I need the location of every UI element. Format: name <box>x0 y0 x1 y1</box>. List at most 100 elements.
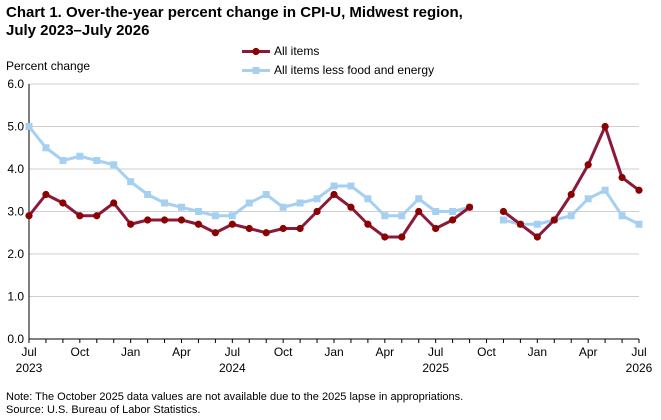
data-point-all-items <box>160 216 169 224</box>
data-point-core <box>533 220 541 228</box>
data-point-all-items <box>110 199 118 207</box>
data-point-all-items <box>550 216 558 224</box>
footnote-note: Note: The October 2025 data values are n… <box>6 391 464 403</box>
data-point-all-items <box>127 220 135 228</box>
data-point-core <box>93 157 101 164</box>
data-point-all-items <box>296 224 304 233</box>
legend-label-all-items: All items <box>274 44 320 58</box>
data-point-all-items <box>584 161 592 169</box>
data-point-core <box>245 199 253 207</box>
data-point-all-items <box>228 220 236 228</box>
data-point-all-items <box>279 224 287 233</box>
legend-swatch-core <box>242 67 270 74</box>
data-point-core <box>76 152 84 160</box>
data-point-all-items <box>194 220 203 228</box>
data-point-core <box>432 208 440 215</box>
data-point-core <box>584 195 592 203</box>
data-point-core <box>194 208 202 215</box>
data-point-core <box>449 208 457 215</box>
data-point-all-items <box>347 203 355 211</box>
data-point-all-items <box>144 216 152 224</box>
x-tick-year-label: 2024 <box>219 361 246 375</box>
x-tick-label: Jul <box>225 345 240 359</box>
x-tick-label: Jul <box>631 345 646 359</box>
data-point-core <box>330 182 338 190</box>
y-tick-label: 6.0 <box>7 77 24 91</box>
data-point-core <box>567 212 575 220</box>
data-point-core <box>415 195 423 203</box>
data-point-all-items <box>364 220 372 228</box>
data-point-all-items <box>533 233 541 241</box>
data-point-core <box>178 203 185 211</box>
x-tick-label: Apr <box>375 345 394 359</box>
x-tick-year-label: 2026 <box>626 361 653 375</box>
legend-label-core: All items less food and energy <box>274 63 435 77</box>
data-point-all-items <box>601 122 609 131</box>
data-point-all-items <box>25 212 33 220</box>
data-point-core <box>161 199 169 207</box>
data-point-core <box>25 123 33 130</box>
y-tick-label: 1.0 <box>7 290 24 304</box>
data-point-all-items <box>432 224 440 233</box>
x-tick-label: Jan <box>528 345 547 359</box>
data-point-core <box>127 178 135 186</box>
data-point-core <box>59 157 67 164</box>
data-point-all-items <box>177 216 186 224</box>
y-tick-label: 5.0 <box>7 120 24 134</box>
data-point-core <box>313 195 321 203</box>
x-tick-label: Jan <box>324 345 343 359</box>
x-tick-label: Apr <box>172 345 191 359</box>
data-point-core <box>364 195 372 203</box>
data-point-all-items <box>398 233 406 241</box>
data-point-all-items <box>516 220 524 228</box>
data-point-core <box>144 191 152 198</box>
data-point-core <box>347 182 355 190</box>
legend-swatch-all-items <box>242 47 270 56</box>
data-point-core <box>635 220 643 228</box>
data-point-all-items <box>211 229 219 237</box>
y-tick-label: 0.0 <box>7 332 24 346</box>
data-point-core <box>381 212 389 220</box>
data-point-core <box>499 216 507 224</box>
x-tick-label: Oct <box>477 345 496 359</box>
data-point-all-items <box>499 207 508 216</box>
data-point-all-items <box>59 199 67 207</box>
data-point-all-items <box>76 212 84 220</box>
data-point-all-items <box>42 190 50 199</box>
data-point-all-items <box>449 216 457 224</box>
footnote: Note: The October 2025 data values are n… <box>6 391 656 417</box>
data-point-core <box>110 161 118 169</box>
x-tick-year-label: 2023 <box>16 361 43 375</box>
data-point-core <box>42 144 50 152</box>
data-point-all-items <box>618 173 626 182</box>
x-tick-label: Oct <box>70 345 89 359</box>
series-line-all-items <box>502 125 640 239</box>
x-tick-label: Jul <box>428 345 443 359</box>
footnote-source: Source: U.S. Bureau of Labor Statistics. <box>6 404 201 416</box>
y-axis-label: Percent change <box>6 59 91 73</box>
data-point-core <box>296 199 304 207</box>
x-tick-label: Apr <box>579 345 598 359</box>
chart-title-line2: July 2023–July 2026 <box>6 22 150 39</box>
x-tick-label: Jul <box>21 345 36 359</box>
data-point-all-items <box>635 186 643 194</box>
data-point-all-items <box>465 203 474 211</box>
data-point-core <box>211 212 219 220</box>
data-point-all-items <box>567 190 575 199</box>
y-tick-label: 4.0 <box>7 162 24 176</box>
data-point-all-items <box>93 212 101 220</box>
chart-title-line1: Chart 1. Over-the-year percent change in… <box>6 4 463 21</box>
y-tick-label: 2.0 <box>7 247 24 261</box>
x-tick-label: Jan <box>121 345 140 359</box>
data-point-all-items <box>330 190 338 199</box>
data-point-all-items <box>313 207 321 216</box>
data-point-core <box>601 186 609 194</box>
data-point-core <box>279 203 287 211</box>
data-point-all-items <box>245 224 253 233</box>
y-tick-label: 3.0 <box>7 205 24 219</box>
data-point-all-items <box>381 233 389 241</box>
data-point-core <box>398 212 406 220</box>
data-point-core <box>262 191 270 198</box>
x-tick-year-label: 2025 <box>422 361 449 375</box>
